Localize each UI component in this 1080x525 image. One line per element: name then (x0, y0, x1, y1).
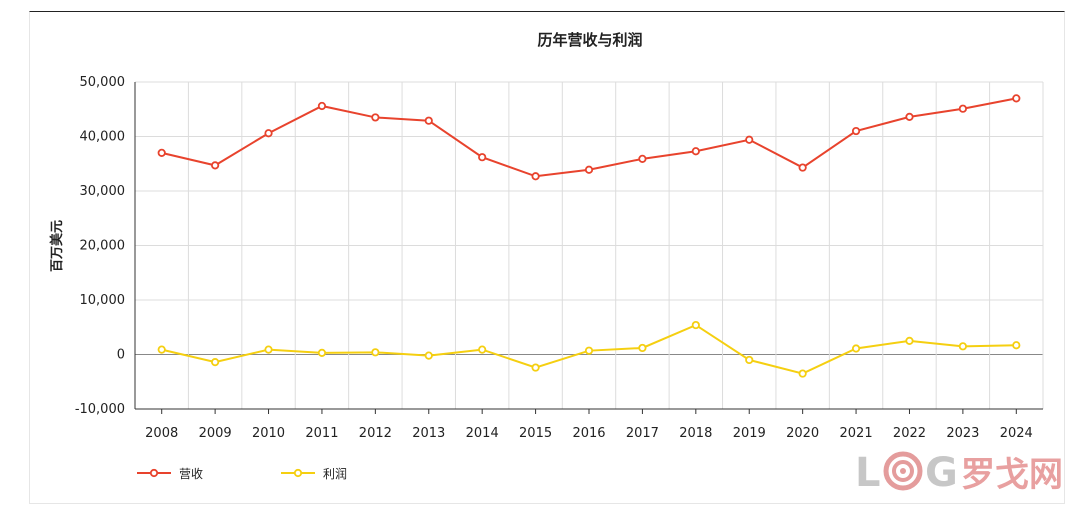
data-point (1012, 94, 1021, 103)
x-tick-label: 2014 (466, 426, 499, 441)
x-tick-label: 2018 (679, 426, 712, 441)
x-tick-label: 2022 (893, 426, 926, 441)
data-point (691, 320, 700, 330)
legend-label: 营收 (179, 467, 203, 481)
data-point (478, 345, 487, 354)
x-tick-label: 2016 (572, 426, 605, 441)
legend-swatch-marker (149, 468, 159, 478)
data-point (424, 351, 433, 360)
y-tick-label: -10,000 (75, 402, 125, 417)
svg-text:罗戈网: 罗戈网 (961, 455, 1063, 495)
chart-title: 历年营收与利润 (537, 31, 642, 49)
svg-text:L: L (855, 450, 881, 496)
axes: -10,000 0 10,000 20,000 30,000 40,000 50,000 20… (75, 75, 1043, 441)
x-tick-label: 2019 (733, 426, 766, 441)
series-line-1 (161, 97, 1017, 178)
y-tick-label: 50,000 (80, 75, 126, 90)
data-point (798, 163, 807, 172)
x-tick-label: 2020 (786, 426, 819, 441)
x-tick-label: 2008 (145, 426, 178, 441)
data-point (638, 343, 647, 353)
logo-watermark: L G 罗戈网 (855, 450, 1063, 496)
data-point (317, 101, 327, 111)
data-point (958, 342, 967, 351)
data-point (584, 346, 594, 355)
data-point (851, 344, 861, 353)
y-tick-label: 0 (117, 348, 125, 363)
x-tick-label: 2015 (519, 426, 552, 441)
data-point (264, 345, 273, 354)
x-tick-label: 2013 (412, 426, 445, 441)
data-point (638, 154, 647, 163)
series-layer (157, 94, 1021, 378)
data-point (211, 358, 220, 367)
data-point (905, 336, 914, 345)
x-tick-label: 2023 (946, 426, 979, 441)
y-tick-label: 10,000 (80, 293, 126, 308)
x-tick-label: 2010 (252, 426, 285, 441)
data-point (745, 135, 754, 144)
y-axis-label: 百万美元 (49, 220, 65, 272)
chart-frame (29, 11, 1065, 504)
legend-label: 利润 (323, 467, 347, 481)
y-tick-label: 40,000 (80, 130, 126, 145)
x-tick-label: 2024 (1000, 426, 1033, 441)
data-point (531, 363, 540, 372)
svg-text:G: G (925, 450, 958, 496)
data-point (745, 355, 754, 365)
legend-swatch-marker (293, 468, 303, 478)
data-point (264, 129, 273, 138)
legend: 营收 利润 (137, 467, 347, 481)
data-point (851, 126, 861, 136)
data-point (958, 104, 967, 113)
y-tick-label: 30,000 (80, 184, 126, 199)
x-tick-label: 2017 (626, 426, 659, 441)
x-tick-label: 2011 (305, 426, 338, 441)
data-point (371, 113, 380, 122)
data-point (211, 161, 220, 170)
data-point (798, 369, 807, 378)
data-point (317, 348, 327, 357)
data-point (1012, 341, 1021, 350)
data-point (478, 153, 487, 162)
x-tick-label: 2021 (840, 426, 873, 441)
x-tick-label: 2012 (359, 426, 392, 441)
data-point (371, 348, 380, 357)
y-tick-label: 20,000 (80, 239, 126, 254)
data-point (157, 345, 166, 354)
data-point (584, 165, 594, 174)
x-tick-label: 2009 (199, 426, 232, 441)
data-point (691, 147, 700, 156)
data-point (424, 116, 433, 125)
data-point (531, 172, 540, 181)
data-point (905, 112, 914, 121)
data-point (157, 148, 166, 157)
